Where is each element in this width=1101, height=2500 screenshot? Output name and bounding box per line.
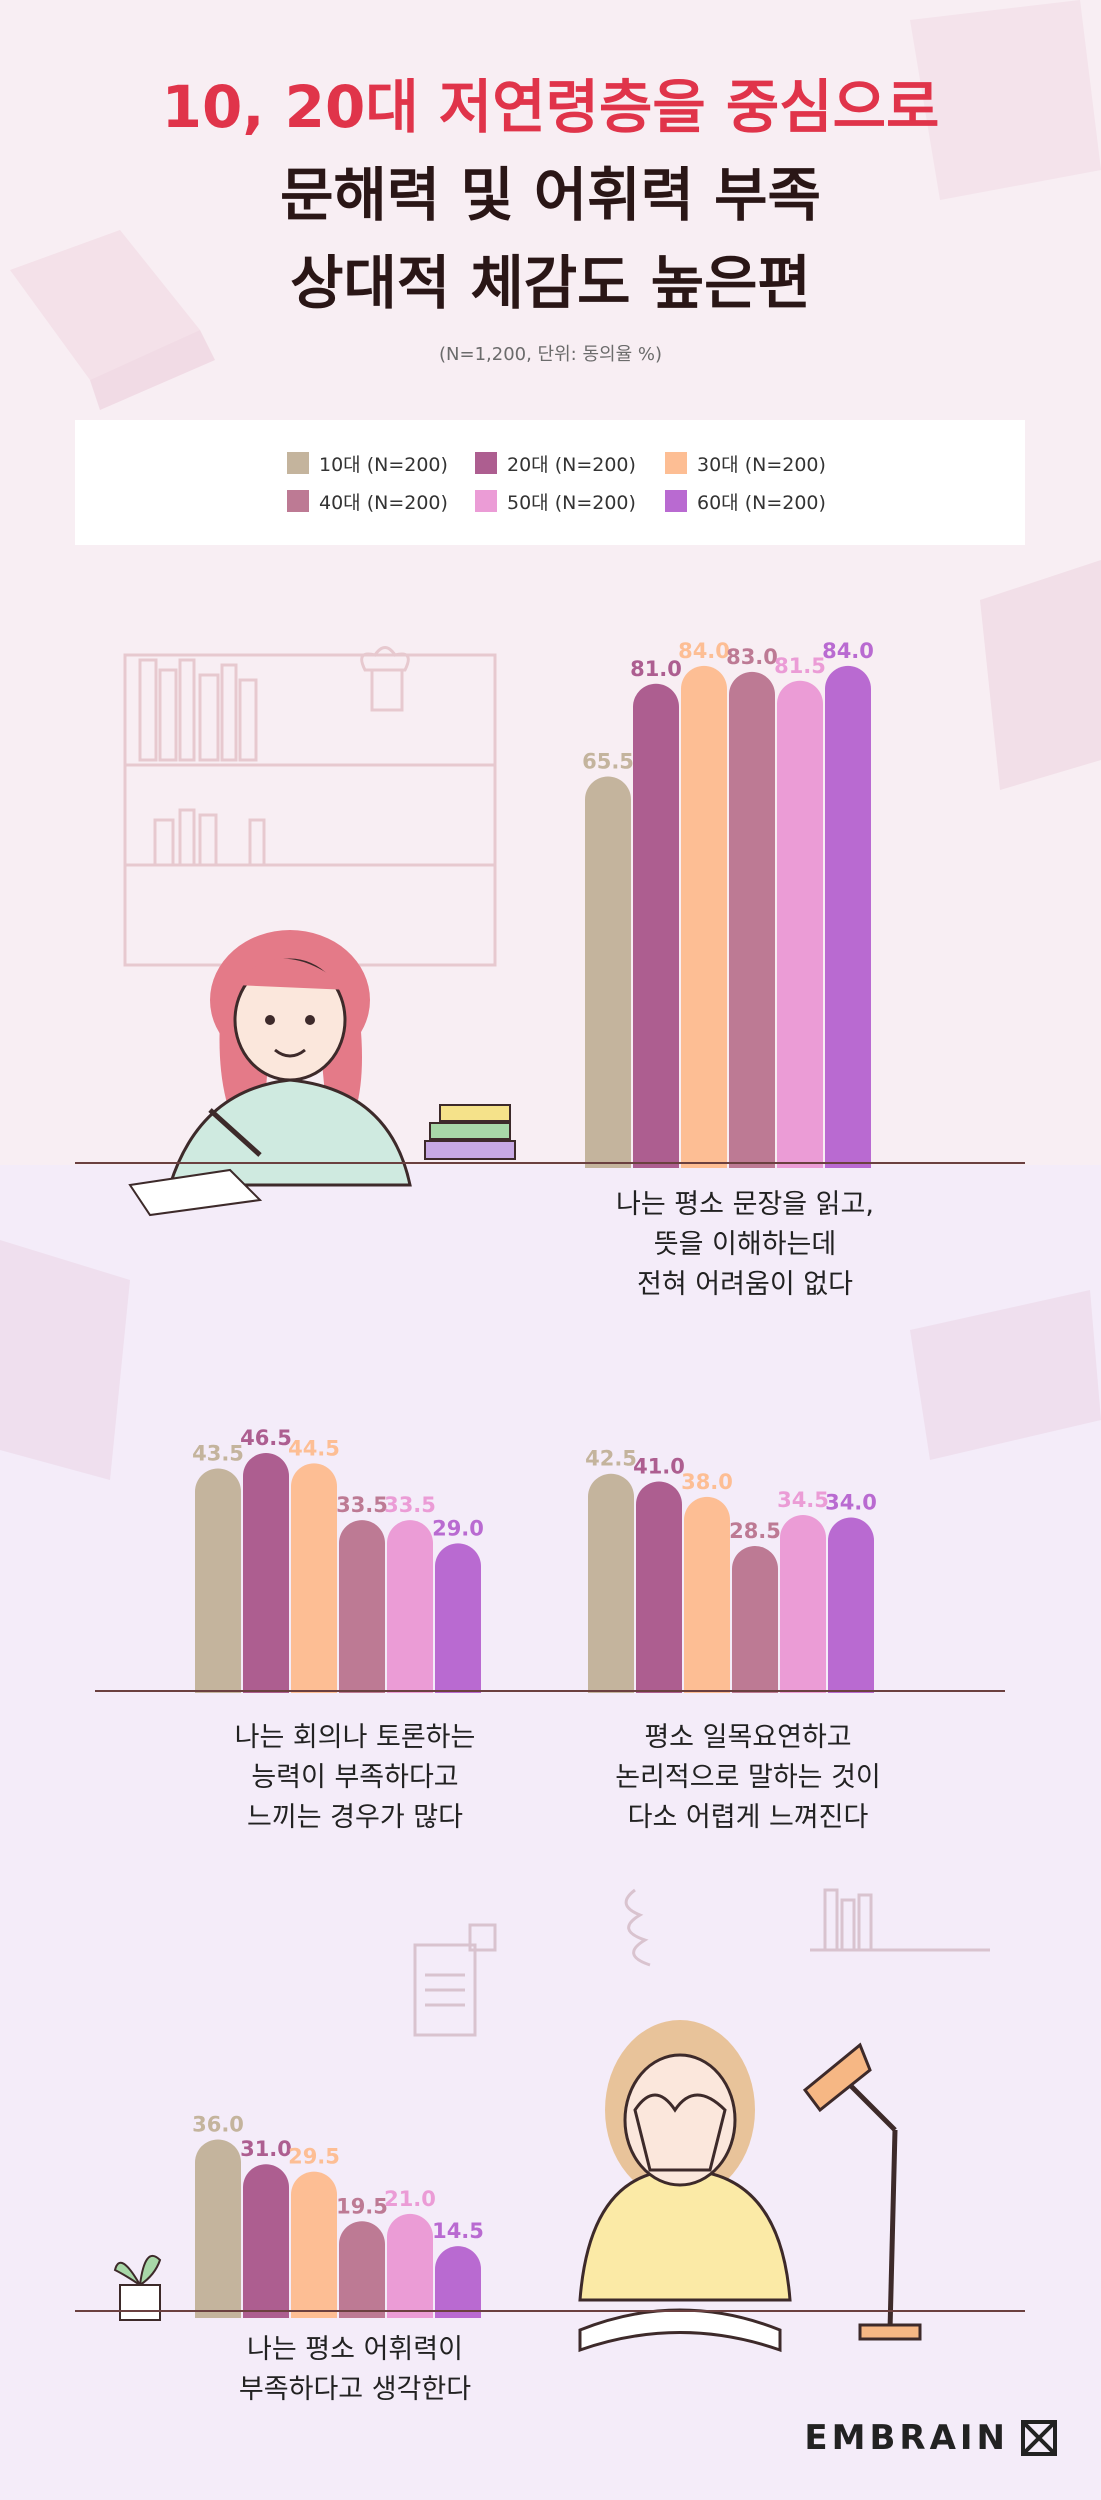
legend-swatch	[665, 452, 687, 474]
bar-40대	[339, 2221, 385, 2318]
caption-vocabulary: 나는 평소 어휘력이 부족하다고 생각한다	[238, 2334, 472, 2405]
bar-30대	[681, 665, 727, 1168]
top-background	[0, 0, 1101, 1165]
bar-60대	[825, 665, 871, 1168]
legend-item-30s: 30대 (N=200)	[665, 450, 826, 476]
data-label: 38.0	[681, 1470, 733, 1494]
legend-label: 30대 (N=200)	[697, 453, 826, 476]
caption-meeting-discussion: 나는 회의나 토론하는 능력이 부족하다고 느끼는 경우가 많다	[234, 1722, 476, 1833]
bar-50대	[387, 1520, 433, 1693]
data-label: 33.5	[336, 1493, 388, 1517]
bar-20대	[633, 683, 679, 1168]
data-label: 42.5	[585, 1447, 637, 1471]
bar-10대	[588, 1473, 634, 1693]
studying-girl-illustration-icon	[123, 646, 516, 1217]
legend-label: 40대 (N=200)	[319, 491, 448, 514]
bar-10대	[585, 776, 631, 1168]
legend-item-60s: 60대 (N=200)	[665, 488, 826, 514]
data-label: 34.5	[777, 1488, 829, 1512]
bar-10대	[195, 2139, 241, 2318]
book-decoration-icon	[910, 1290, 1101, 1460]
data-label: 43.5	[192, 1442, 244, 1466]
bar-40대	[339, 1520, 385, 1693]
baseline-3	[75, 2310, 1025, 2312]
book-decoration-icon	[910, 0, 1101, 200]
embrain-logo-icon	[1021, 2420, 1057, 2456]
chart-meeting-discussion: 43.546.544.533.533.529.0	[192, 1426, 484, 1693]
book-decoration-icon	[980, 560, 1101, 790]
bar-20대	[243, 1453, 289, 1693]
data-label: 46.5	[240, 1426, 292, 1450]
data-label: 83.0	[726, 645, 778, 669]
data-label: 36.0	[192, 2112, 244, 2136]
data-label: 19.5	[336, 2194, 388, 2218]
brand-logo: EMBRAIN	[804, 2418, 1059, 2458]
legend-swatch	[475, 452, 497, 474]
title-line-3: 상대적 체감도 높은편	[290, 249, 811, 317]
data-label: 31.0	[240, 2137, 292, 2161]
data-label: 84.0	[822, 639, 874, 663]
chart-vocabulary: 36.031.029.5 19.521.0 14.5	[192, 2112, 484, 2318]
bar-10대	[195, 1468, 241, 1693]
legend-item-40s: 40대 (N=200)	[287, 488, 448, 514]
bar-60대	[828, 1517, 874, 1693]
legend-swatch	[665, 490, 687, 512]
legend-label: 60대 (N=200)	[697, 491, 826, 514]
bar-30대	[684, 1496, 730, 1693]
data-label: 65.5	[582, 749, 634, 773]
data-label: 14.5	[432, 2219, 484, 2243]
data-label: 33.5	[384, 1493, 436, 1517]
data-label: 29.0	[432, 1516, 484, 1540]
book-decoration-icon	[10, 230, 215, 410]
legend: 10대 (N=200) 20대 (N=200) 30대 (N=200) 40대 …	[75, 420, 1025, 545]
bar-50대	[777, 680, 823, 1168]
data-label: 34.0	[825, 1491, 877, 1515]
caption-understanding-sentences: 나는 평소 문장을 읽고, 뜻을 이해하는데 전혀 어려움이 없다	[616, 1189, 874, 1300]
brand-name: EMBRAIN	[804, 2418, 1009, 2458]
legend-swatch	[287, 490, 309, 512]
bar-50대	[780, 1514, 826, 1693]
bar-50대	[387, 2213, 433, 2318]
baseline-1	[75, 1162, 1025, 1164]
title-line-1: 10, 20대 저연령층을 중심으로	[161, 73, 940, 141]
subtitle: (N=1,200, 단위: 동의율 %)	[439, 344, 662, 365]
legend-label: 50대 (N=200)	[507, 491, 636, 514]
data-label: 84.0	[678, 639, 730, 663]
stressed-woman-illustration-icon	[578, 1888, 990, 2353]
title-line-2: 문해력 및 어휘력 부족	[280, 161, 821, 229]
data-label: 81.0	[630, 657, 682, 681]
notepad-icon	[413, 1923, 497, 2037]
caption-logical-speaking: 평소 일목요연하고 논리적으로 말하는 것이 다소 어렵게 느껴진다	[615, 1722, 881, 1833]
bar-40대	[732, 1545, 778, 1693]
bar-30대	[291, 2171, 337, 2318]
data-label: 28.5	[729, 1519, 781, 1543]
baseline-2	[95, 1690, 1005, 1692]
data-label: 21.0	[384, 2187, 436, 2211]
legend-label: 20대 (N=200)	[507, 453, 636, 476]
legend-item-50s: 50대 (N=200)	[475, 488, 636, 514]
bar-30대	[291, 1463, 337, 1693]
plant-icon	[113, 2254, 162, 2321]
bar-20대	[636, 1481, 682, 1693]
bar-20대	[243, 2164, 289, 2318]
data-label: 29.5	[288, 2145, 340, 2169]
legend-swatch	[287, 452, 309, 474]
data-label: 81.5	[774, 654, 826, 678]
bottom-background	[0, 1165, 1101, 2500]
legend-swatch	[475, 490, 497, 512]
legend-item-10s: 10대 (N=200)	[287, 450, 448, 476]
legend-item-20s: 20대 (N=200)	[475, 450, 636, 476]
legend-label: 10대 (N=200)	[319, 453, 448, 476]
chart-understanding-sentences: 65.581.084.083.081.584.0	[582, 639, 874, 1168]
data-label: 44.5	[288, 1436, 340, 1460]
bar-40대	[729, 671, 775, 1168]
bar-60대	[435, 2246, 481, 2318]
chart-logical-speaking: 42.541.038.0 28.5 34.534.0	[585, 1447, 877, 1693]
bar-60대	[435, 1543, 481, 1693]
data-label: 41.0	[633, 1454, 685, 1478]
book-decoration-icon	[0, 1240, 130, 1480]
